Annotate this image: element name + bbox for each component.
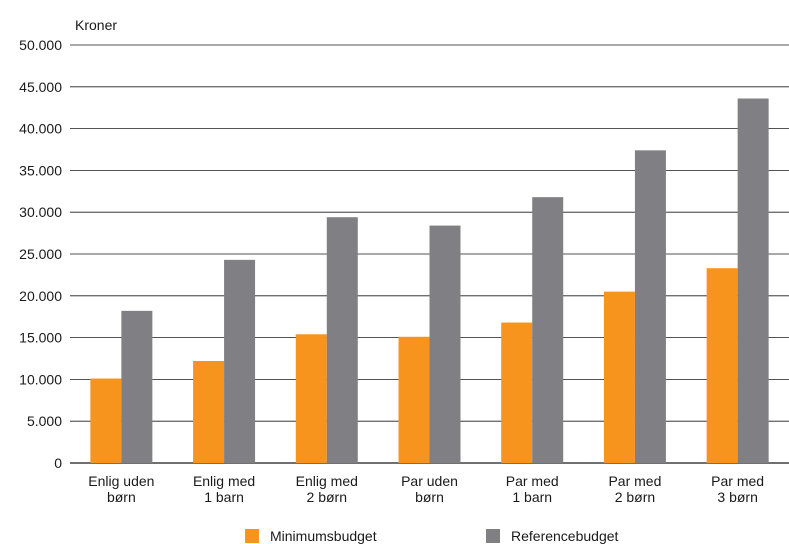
y-tick-label: 15.000 — [19, 330, 62, 346]
bar-referencebudget — [121, 310, 153, 463]
x-category-label: Par med — [608, 473, 661, 489]
y-tick-label: 10.000 — [19, 371, 62, 387]
bar-minimumsbudget — [706, 268, 738, 463]
y-axis-unit-label: Kroner — [75, 17, 117, 33]
bar-referencebudget — [634, 150, 666, 463]
x-category-label: 2 børn — [615, 489, 655, 505]
legend-swatch — [486, 529, 500, 543]
x-category-label: Enlig uden — [88, 473, 154, 489]
bar-referencebudget — [326, 217, 358, 463]
bars — [90, 98, 769, 464]
bar-minimumsbudget — [398, 336, 430, 463]
x-category-label: 1 barn — [204, 489, 244, 505]
x-category-label: børn — [415, 489, 444, 505]
bar-referencebudget — [737, 98, 769, 463]
y-tick-label: 50.000 — [19, 37, 62, 53]
x-category-label: børn — [107, 489, 136, 505]
y-tick-label: 40.000 — [19, 121, 62, 137]
x-category-label: 3 børn — [717, 489, 757, 505]
bar-referencebudget — [224, 259, 256, 463]
x-category-label: 2 børn — [307, 489, 347, 505]
bar-minimumsbudget — [295, 334, 327, 463]
x-category-label: 1 barn — [512, 489, 552, 505]
bar-minimumsbudget — [603, 291, 635, 463]
legend-label: Referencebudget — [511, 528, 619, 544]
y-tick-label: 5.000 — [27, 413, 62, 429]
y-tick-label: 35.000 — [19, 162, 62, 178]
bar-minimumsbudget — [193, 361, 225, 463]
x-category-label: Par uden — [401, 473, 458, 489]
y-tick-label: 25.000 — [19, 246, 62, 262]
y-tick-label: 30.000 — [19, 204, 62, 220]
x-category-label: Enlig med — [296, 473, 358, 489]
y-tick-label: 20.000 — [19, 288, 62, 304]
bar-referencebudget — [429, 225, 461, 463]
x-category-label: Enlig med — [193, 473, 255, 489]
legend: Minimumsbudget Referencebudget — [245, 528, 619, 544]
x-category-label: Par med — [711, 473, 764, 489]
y-tick-label: 0 — [54, 455, 62, 471]
y-axis-ticks: 0 5.000 10.000 15.000 20.000 25.000 30.000 35.0… — [19, 37, 62, 471]
legend-swatch — [245, 529, 259, 543]
bar-minimumsbudget — [501, 322, 533, 463]
y-tick-label: 45.000 — [19, 79, 62, 95]
bar-referencebudget — [532, 197, 564, 464]
x-category-label: Par med — [506, 473, 559, 489]
legend-label: Minimumsbudget — [270, 528, 377, 544]
bar-minimumsbudget — [90, 378, 122, 463]
